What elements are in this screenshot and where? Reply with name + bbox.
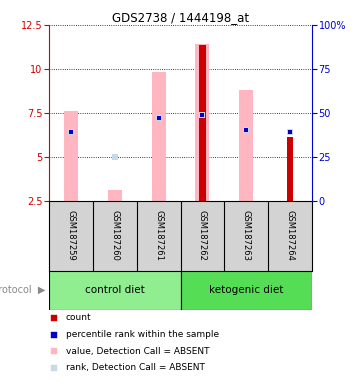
Bar	[180, 271, 312, 310]
Text: GSM187261: GSM187261	[154, 210, 163, 261]
Text: GSM187259: GSM187259	[66, 210, 75, 261]
Text: GSM187260: GSM187260	[110, 210, 119, 261]
Bar	[195, 44, 209, 200]
Text: control diet: control diet	[85, 285, 144, 295]
Text: count: count	[66, 313, 91, 323]
Text: GSM187264: GSM187264	[286, 210, 295, 261]
Title: GDS2738 / 1444198_at: GDS2738 / 1444198_at	[112, 11, 249, 24]
Bar	[152, 73, 166, 200]
Text: value, Detection Call = ABSENT: value, Detection Call = ABSENT	[66, 347, 209, 356]
Bar	[64, 111, 78, 200]
Bar	[287, 137, 293, 200]
Text: ketogenic diet: ketogenic diet	[209, 285, 284, 295]
Text: GSM187262: GSM187262	[198, 210, 207, 261]
Text: protocol  ▶: protocol ▶	[0, 285, 45, 295]
Bar	[199, 45, 205, 200]
Bar	[108, 190, 122, 200]
Bar	[49, 271, 180, 310]
Text: percentile rank within the sample: percentile rank within the sample	[66, 330, 219, 339]
Text: GSM187263: GSM187263	[242, 210, 251, 261]
Text: rank, Detection Call = ABSENT: rank, Detection Call = ABSENT	[66, 364, 205, 372]
Bar	[239, 90, 253, 200]
